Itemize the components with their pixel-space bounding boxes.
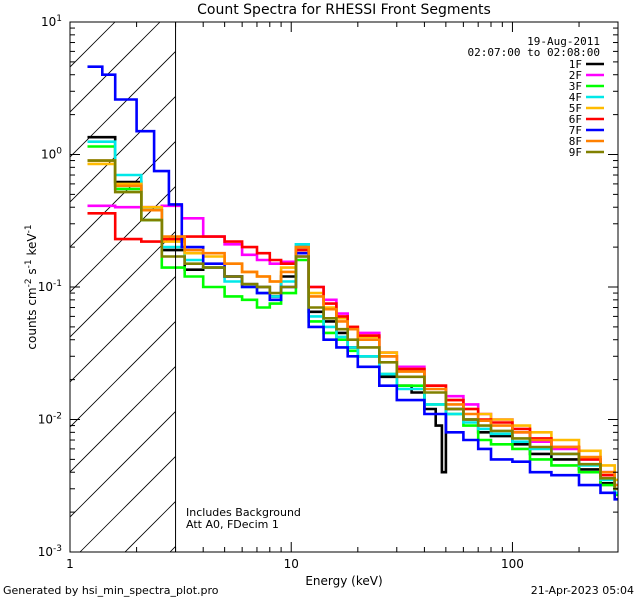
legend-label-8f: 8F [569,135,582,148]
time-range-label: 02:07:00 to 02:08:00 [468,46,600,59]
note-background: Includes Background [186,506,301,519]
y-tick-label: 10-1 [38,279,62,294]
series-line-8f [87,159,618,487]
series-line-7f [87,65,618,501]
x-tick-label: 1 [66,557,74,571]
series-line-9f [87,159,618,491]
legend-label-2f: 2F [569,69,582,82]
y-tick-label: 10-2 [38,412,62,427]
y-tick-label: 10-3 [38,544,62,559]
x-tick-label: 10 [284,557,299,571]
y-axis-label: counts cm-2 s-1 keV-1 [24,224,39,349]
x-axis: 1 10 100 [66,22,619,571]
legend-label-5f: 5F [569,102,582,115]
legend-label-9f: 9F [569,146,582,159]
x-tick-label: 100 [501,557,524,571]
hatch-line [70,22,161,113]
hatch-line [70,95,176,203]
series-line-5f [87,162,618,482]
legend-label-7f: 7F [569,124,582,137]
legend-label-4f: 4F [569,91,582,104]
series-lines [87,65,618,501]
y-axis: 10-3 10-2 10-1 100 101 [38,14,618,559]
legend-label-1f: 1F [569,58,582,71]
hatch-line [79,455,176,552]
x-axis-label: Energy (keV) [305,574,382,588]
hatch-line [70,410,176,518]
date-label: 19-Aug-2011 [527,35,600,48]
y-tick-label: 101 [41,14,62,29]
footer-timestamp: 21-Apr-2023 05:04 [530,584,634,597]
chart-title: Count Spectra for RHESSI Front Segments [197,2,491,18]
legend-label-3f: 3F [569,80,582,93]
hatch-line [70,365,176,473]
hatch-line [70,50,176,158]
note-attenuator: Att A0, FDecim 1 [186,518,279,531]
y-tick-label: 100 [41,147,62,162]
hatch-line [70,275,176,383]
generated-by-label: Generated by hsi_min_spectra_plot.pro [3,584,219,597]
legend-label-6f: 6F [569,113,582,126]
hatch-line [70,230,176,338]
